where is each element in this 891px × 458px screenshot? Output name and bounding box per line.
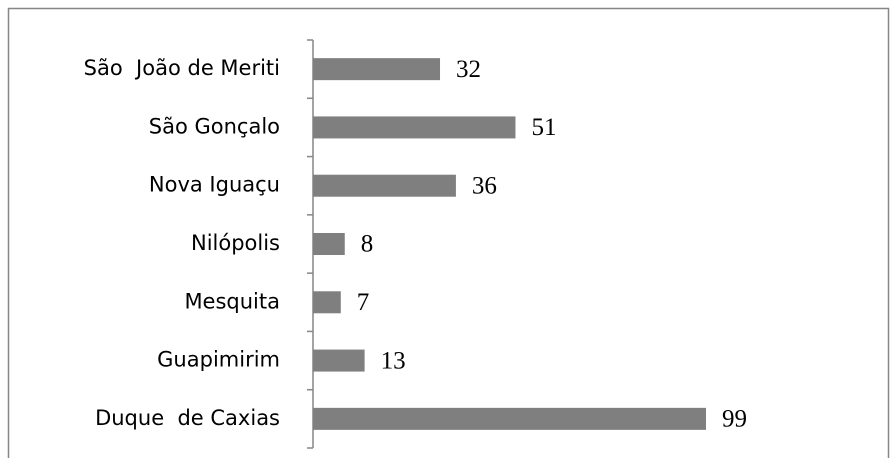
value-label: 99 <box>722 406 747 433</box>
category-label: São João de Meriti <box>84 56 280 80</box>
value-label: 7 <box>357 289 370 316</box>
value-label: 13 <box>381 347 406 374</box>
category-label: Guapimirim <box>157 348 280 372</box>
value-label: 36 <box>472 172 497 199</box>
category-label: Mesquita <box>184 289 280 313</box>
category-label: Nova Iguaçu <box>149 173 280 197</box>
category-label: São Gonçalo <box>149 114 280 138</box>
bar <box>313 174 456 197</box>
value-label: 32 <box>456 56 481 83</box>
value-label: 51 <box>531 114 556 141</box>
value-label: 8 <box>361 231 374 258</box>
bar <box>313 116 516 139</box>
bar <box>313 291 341 314</box>
bar <box>313 349 365 372</box>
bar <box>313 407 706 430</box>
category-label: Duque de Caxias <box>95 406 280 430</box>
bar <box>313 58 441 81</box>
chart-frame <box>7 7 890 458</box>
bar <box>313 233 345 255</box>
category-label: Nilópolis <box>191 231 280 255</box>
